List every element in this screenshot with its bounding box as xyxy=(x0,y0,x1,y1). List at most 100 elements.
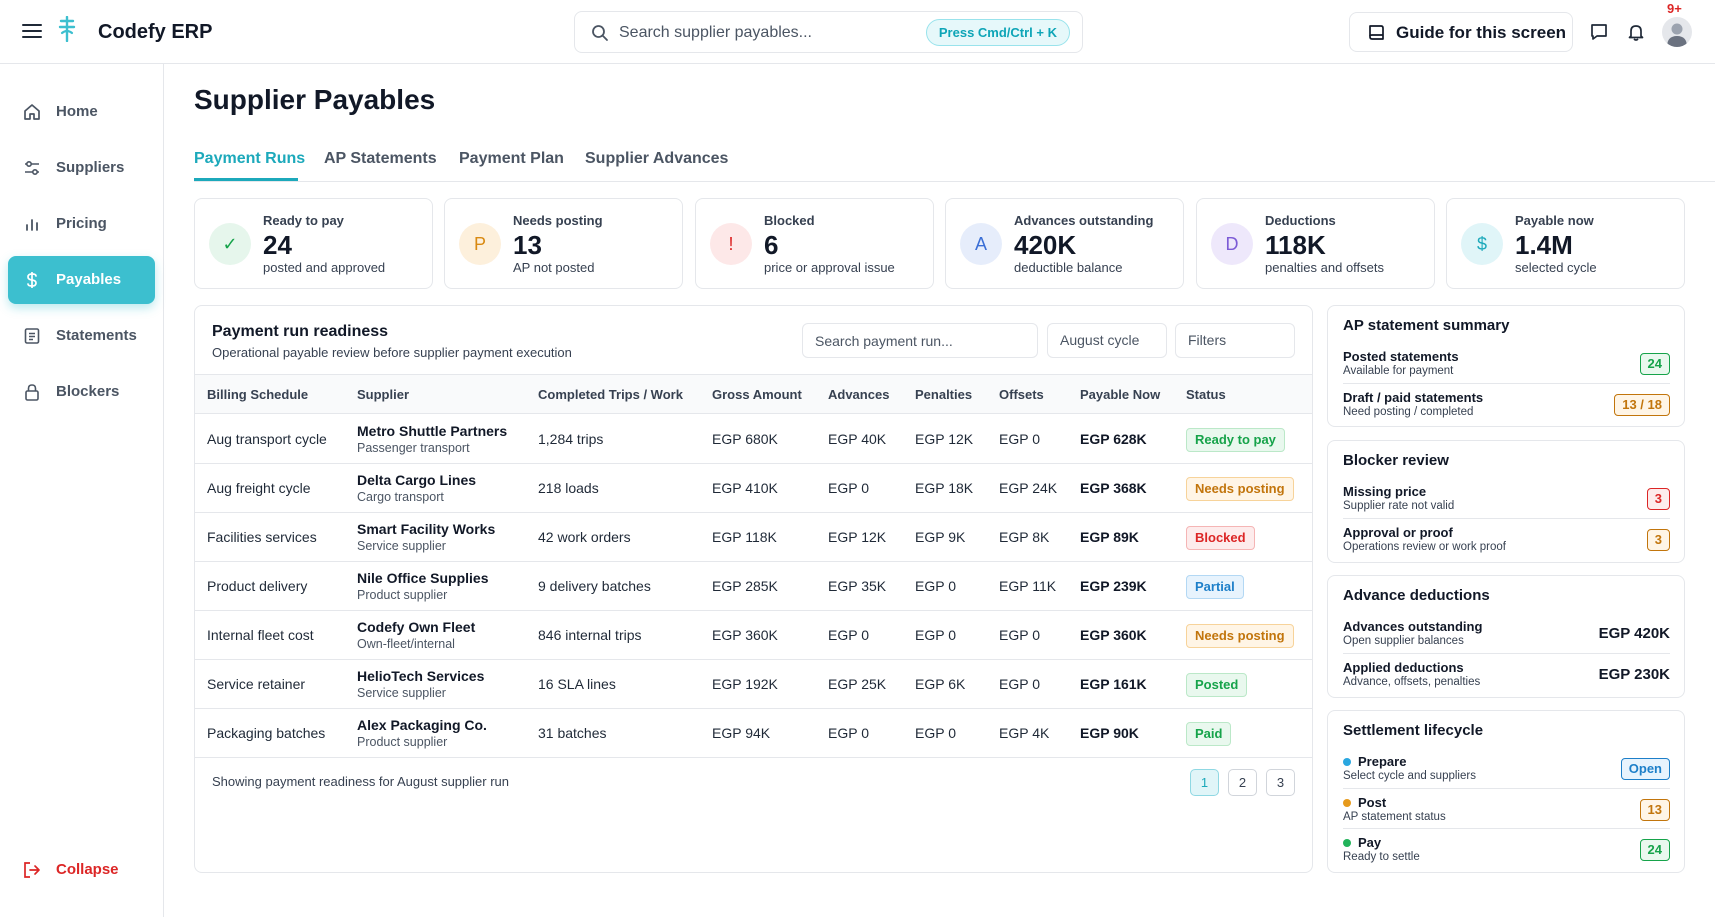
page-button-3[interactable]: 3 xyxy=(1266,769,1295,796)
column-header[interactable]: Offsets xyxy=(999,387,1044,402)
lifecycle-step-post[interactable]: Post AP statement status 13 xyxy=(1343,788,1670,828)
cell-supplier-name[interactable]: Smart Facility Works xyxy=(357,521,496,537)
cycle-select[interactable]: August cycle xyxy=(1047,323,1167,358)
column-header[interactable]: Completed Trips / Work xyxy=(538,387,683,402)
row-amount: EGP 230K xyxy=(1598,666,1670,683)
cell-supplier-type: Own-fleet/internal xyxy=(357,637,455,651)
tab-payment-runs[interactable]: Payment Runs xyxy=(194,150,306,167)
table-row[interactable]: Service retainer HelioTech Services Servic… xyxy=(195,660,1312,709)
cell-offsets: EGP 0 xyxy=(999,676,1040,692)
sidebar: Home Suppliers Pricing Payables Statemen… xyxy=(0,64,164,917)
status-badge: Open xyxy=(1620,758,1670,780)
menu-icon[interactable] xyxy=(22,22,44,40)
sidebar-item-home[interactable]: Home xyxy=(8,88,155,136)
kpi-card[interactable]: $ Payable now 1.4M selected cycle xyxy=(1446,198,1685,289)
table-row[interactable]: Aug transport cycle Metro Shuttle Partner… xyxy=(195,415,1312,464)
column-header[interactable]: Payable Now xyxy=(1080,387,1161,402)
kpi-subtitle: posted and approved xyxy=(263,260,386,275)
column-header[interactable]: Gross Amount xyxy=(712,387,802,402)
cell-gross-amount: EGP 192K xyxy=(712,676,778,692)
cell-supplier-name[interactable]: HelioTech Services xyxy=(357,668,485,684)
payment-run-search-input[interactable] xyxy=(802,323,1038,358)
lifecycle-step-pay[interactable]: Pay Ready to settle 24 xyxy=(1343,828,1670,868)
cell-penalties: EGP 0 xyxy=(915,578,956,594)
bell-icon[interactable] xyxy=(1626,22,1646,42)
cell-supplier-name[interactable]: Codefy Own Fleet xyxy=(357,619,476,635)
cell-offsets: EGP 0 xyxy=(999,627,1040,643)
kpi-card[interactable]: A Advances outstanding 420K deductible bala… xyxy=(945,198,1184,289)
panel-row[interactable]: Posted statements Available for payment … xyxy=(1343,343,1670,383)
row-sub: Open supplier balances xyxy=(1343,635,1464,647)
settlement-lifecycle-panel: Settlement lifecycle Prepare Select cycl… xyxy=(1327,710,1685,873)
panel-title: Settlement lifecycle xyxy=(1343,722,1484,739)
cell-gross-amount: EGP 285K xyxy=(712,578,778,594)
avatar[interactable] xyxy=(1662,17,1692,47)
row-sub: Select cycle and suppliers xyxy=(1343,770,1476,782)
cell-completed-work: 846 internal trips xyxy=(538,627,642,643)
cell-supplier-type: Cargo transport xyxy=(357,490,444,504)
table-row[interactable]: Facilities services Smart Facility Works S… xyxy=(195,513,1312,562)
cell-supplier-name[interactable]: Nile Office Supplies xyxy=(357,570,489,586)
sidebar-item-blockers[interactable]: Blockers xyxy=(8,368,155,416)
page-button-2[interactable]: 2 xyxy=(1228,769,1257,796)
status-dot xyxy=(1343,839,1351,847)
cell-offsets: EGP 0 xyxy=(999,431,1040,447)
sidebar-item-label: Pricing xyxy=(56,215,107,232)
search-input[interactable] xyxy=(619,18,899,48)
chat-icon[interactable] xyxy=(1589,22,1609,42)
column-header[interactable]: Billing Schedule xyxy=(207,387,309,402)
status-badge: Paid xyxy=(1186,722,1232,746)
kpi-card[interactable]: ! Blocked 6 price or approval issue xyxy=(695,198,934,289)
sidebar-item-pricing[interactable]: Pricing xyxy=(8,200,155,248)
cell-payable-now: EGP 628K xyxy=(1080,431,1147,447)
sidebar-item-statements[interactable]: Statements xyxy=(8,312,155,360)
top-bar: Codefy ERP Press Cmd/Ctrl + K Guide for … xyxy=(0,0,1715,64)
sidebar-item-payables[interactable]: Payables xyxy=(8,256,155,304)
table-title: Payment run readiness xyxy=(212,323,389,340)
collapse-button[interactable]: Collapse xyxy=(22,860,119,885)
cell-advances: EGP 25K xyxy=(828,676,887,692)
column-header[interactable]: Supplier xyxy=(357,387,410,402)
kpi-card[interactable]: D Deductions 118K penalties and offsets xyxy=(1196,198,1435,289)
cell-supplier-type: Product supplier xyxy=(357,588,448,602)
notification-count: 9+ xyxy=(1667,1,1682,16)
table-row[interactable]: Packaging batches Alex Packaging Co. Produ… xyxy=(195,709,1312,758)
column-header[interactable]: Advances xyxy=(828,387,890,402)
global-search[interactable]: Press Cmd/Ctrl + K xyxy=(574,11,1083,53)
column-header[interactable]: Status xyxy=(1186,387,1226,402)
cell-billing-schedule: Aug freight cycle xyxy=(207,480,311,496)
kpi-card[interactable]: ✓ Ready to pay 24 posted and approved xyxy=(194,198,433,289)
logo-icon xyxy=(58,16,76,42)
column-header[interactable]: Penalties xyxy=(915,387,973,402)
panel-row[interactable]: Advances outstanding Open supplier balan… xyxy=(1343,613,1670,653)
kpi-value: 420K xyxy=(1014,230,1077,260)
table-row[interactable]: Product delivery Nile Office Supplies Prod… xyxy=(195,562,1312,611)
cell-supplier-name[interactable]: Delta Cargo Lines xyxy=(357,472,477,488)
kpi-card[interactable]: P Needs posting 13 AP not posted xyxy=(444,198,683,289)
tab-payment-plan[interactable]: Payment Plan xyxy=(459,150,564,167)
document-icon xyxy=(24,328,40,344)
page-button-1[interactable]: 1 xyxy=(1190,769,1219,796)
tab-bar: Payment Runs AP Statements Payment Plan … xyxy=(194,140,1715,182)
tab-supplier-advances[interactable]: Supplier Advances xyxy=(585,150,729,167)
guide-button[interactable]: Guide for this screen xyxy=(1349,12,1573,52)
table-row[interactable]: Aug freight cycle Delta Cargo Lines Cargo … xyxy=(195,464,1312,513)
panel-row[interactable]: Draft / paid statements Need posting / c… xyxy=(1343,383,1670,423)
cell-supplier-name[interactable]: Alex Packaging Co. xyxy=(357,717,487,733)
page-title: Supplier Payables xyxy=(194,84,436,115)
table-row[interactable]: Internal fleet cost Codefy Own Fleet Own-f… xyxy=(195,611,1312,660)
tab-ap-statements[interactable]: AP Statements xyxy=(324,150,437,167)
filters-button[interactable]: Filters xyxy=(1175,323,1295,358)
lifecycle-step-prepare[interactable]: Prepare Select cycle and suppliers Open xyxy=(1343,748,1670,788)
cell-supplier-name[interactable]: Metro Shuttle Partners xyxy=(357,423,508,439)
row-amount: EGP 420K xyxy=(1598,625,1670,642)
search-icon xyxy=(592,25,608,41)
cell-supplier-type: Product supplier xyxy=(357,735,448,749)
panel-row[interactable]: Missing price Supplier rate not valid 3 xyxy=(1343,478,1670,518)
sidebar-item-suppliers[interactable]: Suppliers xyxy=(8,144,155,192)
status-badge: Blocked xyxy=(1186,526,1255,550)
kpi-title: Deductions xyxy=(1265,213,1336,228)
count-badge: 3 xyxy=(1646,529,1670,551)
panel-row[interactable]: Approval or proof Operations review or w… xyxy=(1343,518,1670,558)
panel-row[interactable]: Applied deductions Advance, offsets, pen… xyxy=(1343,653,1670,693)
